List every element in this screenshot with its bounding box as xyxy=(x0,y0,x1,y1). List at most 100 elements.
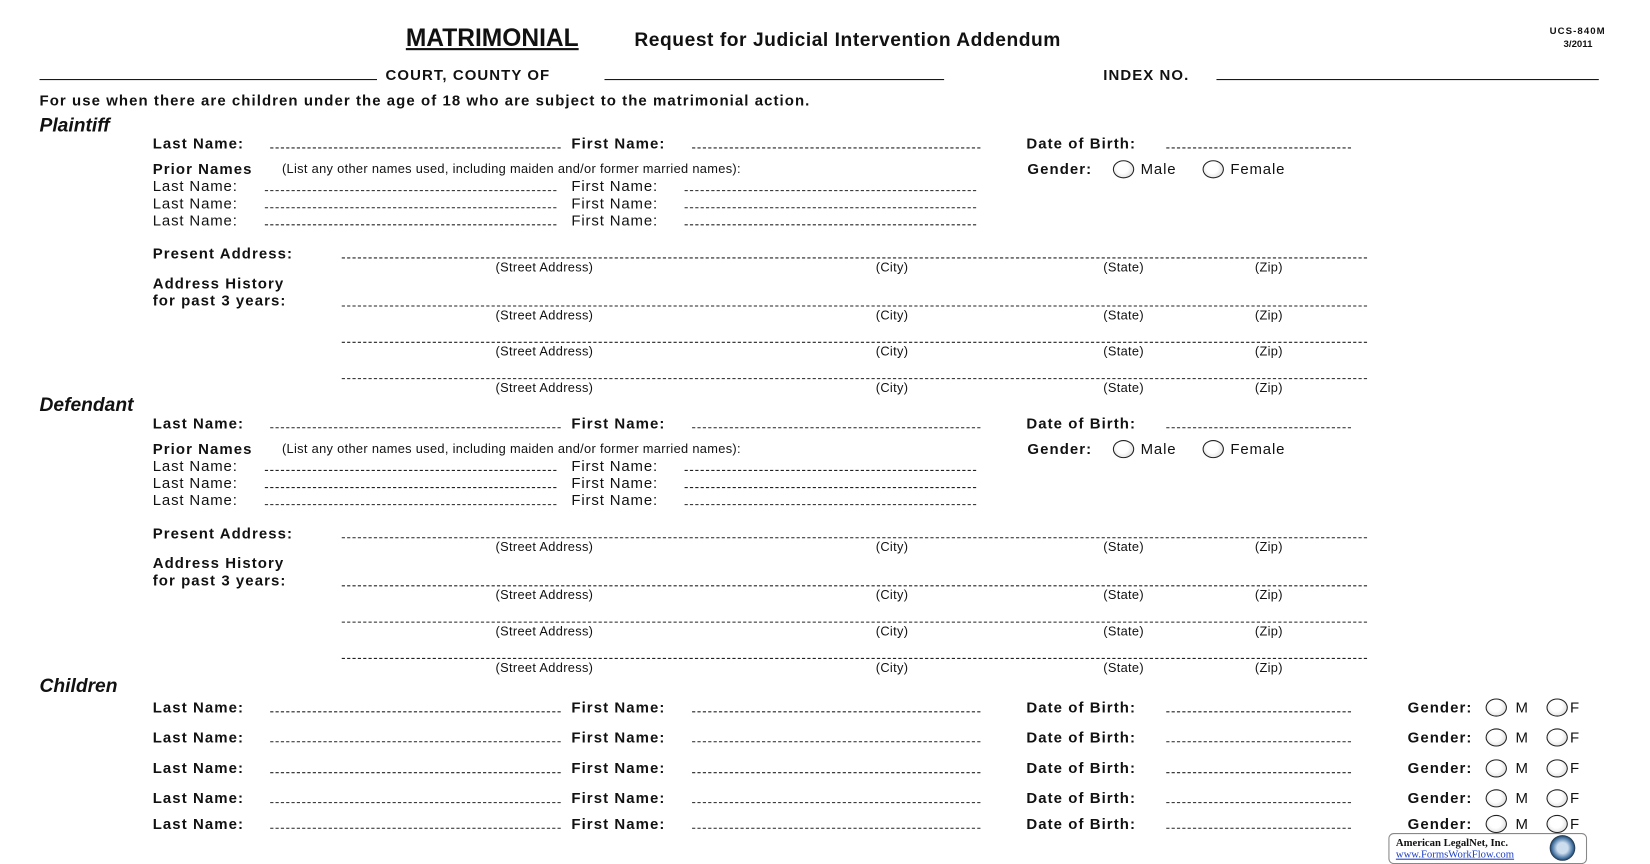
child-2-f-label: F xyxy=(1569,728,1580,746)
defendant-history-2-city-label: (City) xyxy=(875,623,909,639)
child-4-last-name-field[interactable] xyxy=(270,802,561,804)
defendant-first-name-field[interactable] xyxy=(692,427,981,429)
plaintiff-history-1-state-label: (State) xyxy=(1103,307,1144,323)
index-field[interactable] xyxy=(1216,79,1599,81)
child-3-f-radio[interactable] xyxy=(1546,759,1568,778)
defendant-history-3-street-label: (Street Address) xyxy=(495,660,594,675)
plaintiff-history-address-2-field[interactable] xyxy=(341,341,1368,343)
child-2-last-name-field[interactable] xyxy=(270,741,561,743)
plaintiff-history-address-1-field[interactable] xyxy=(341,305,1368,307)
plaintiff-last-name-field[interactable] xyxy=(270,147,561,149)
child-2-f-radio[interactable] xyxy=(1546,728,1568,747)
logo-url[interactable]: www.FormsWorkFlow.com xyxy=(1395,849,1515,861)
plaintiff-prior-1-first-name-field[interactable] xyxy=(684,190,977,192)
title-rest: Request for Judicial Intervention Addend… xyxy=(634,28,1061,51)
plaintiff-history-2-city-label: (City) xyxy=(875,343,909,359)
child-3-first-name-label: First Name: xyxy=(571,759,666,777)
child-5-m-label: M xyxy=(1515,814,1529,832)
child-5-last-name-label: Last Name: xyxy=(152,814,245,832)
plaintiff-prior-2-first-name-label: First Name: xyxy=(571,194,659,212)
defendant-dob-label: Date of Birth: xyxy=(1026,414,1137,432)
logo-name: American LegalNet, Inc. xyxy=(1395,837,1508,850)
plaintiff-prior-3-last-name-field[interactable] xyxy=(264,224,557,226)
child-4-dob-field[interactable] xyxy=(1166,802,1352,804)
plaintiff-male-label: Male xyxy=(1140,160,1177,178)
defendant-address-history-label-2: for past 3 years: xyxy=(152,571,287,589)
child-4-f-radio[interactable] xyxy=(1546,789,1568,808)
defendant-history-address-1-field[interactable] xyxy=(341,585,1368,587)
defendant-last-name-field[interactable] xyxy=(270,427,561,429)
child-2-dob-field[interactable] xyxy=(1166,741,1352,743)
defendant-prior-2-first-name-field[interactable] xyxy=(684,487,977,489)
child-3-last-name-label: Last Name: xyxy=(152,759,245,777)
child-1-m-radio[interactable] xyxy=(1485,698,1507,717)
defendant-prior-3-last-name-field[interactable] xyxy=(264,504,557,506)
plaintiff-prior-1-last-name-field[interactable] xyxy=(264,190,557,192)
plaintiff-female-radio[interactable] xyxy=(1202,160,1224,179)
defendant-female-radio[interactable] xyxy=(1202,440,1224,459)
child-3-last-name-field[interactable] xyxy=(270,772,561,774)
child-3-first-name-field[interactable] xyxy=(692,772,981,774)
plaintiff-prior-names-label: Prior Names xyxy=(152,160,253,178)
plaintiff-prior-2-first-name-field[interactable] xyxy=(684,207,977,209)
plaintiff-present-address-field[interactable] xyxy=(341,257,1368,259)
court-field[interactable] xyxy=(39,79,378,81)
plaintiff-prior-2-last-name-field[interactable] xyxy=(264,207,557,209)
plaintiff-prior-3-first-name-field[interactable] xyxy=(684,224,977,226)
defendant-history-2-state-label: (State) xyxy=(1103,623,1144,639)
defendant-dob-field[interactable] xyxy=(1166,427,1352,429)
county-field[interactable] xyxy=(604,79,945,81)
defendant-prior-1-first-name-field[interactable] xyxy=(684,469,977,471)
plaintiff-history-3-street-label: (Street Address) xyxy=(495,380,594,396)
child-1-f-radio[interactable] xyxy=(1546,698,1568,717)
plaintiff-dob-field[interactable] xyxy=(1166,147,1352,149)
plaintiff-male-radio[interactable] xyxy=(1112,160,1135,179)
child-4-first-name-field[interactable] xyxy=(692,802,981,804)
plaintiff-history-address-3-field[interactable] xyxy=(341,378,1368,380)
child-5-first-name-label: First Name: xyxy=(571,814,666,832)
child-3-m-label: M xyxy=(1515,759,1529,777)
defendant-gender-label: Gender: xyxy=(1027,440,1093,458)
child-2-first-name-label: First Name: xyxy=(571,728,666,746)
defendant-male-radio[interactable] xyxy=(1112,440,1135,459)
plaintiff-first-name-label: First Name: xyxy=(571,134,666,152)
child-5-dob-field[interactable] xyxy=(1166,827,1352,829)
defendant-history-1-city-label: (City) xyxy=(875,587,909,603)
defendant-history-2-street-label: (Street Address) xyxy=(495,623,594,639)
defendant-present-address-field[interactable] xyxy=(341,537,1368,539)
plaintiff-address-history-label-2: for past 3 years: xyxy=(152,291,287,309)
plaintiff-last-name-label: Last Name: xyxy=(152,134,245,152)
defendant-prior-3-first-name-label: First Name: xyxy=(571,491,659,509)
child-2-m-radio[interactable] xyxy=(1485,728,1507,747)
logo-badge[interactable]: American LegalNet, Inc. www.FormsWorkFlo… xyxy=(1388,833,1588,864)
child-2-first-name-field[interactable] xyxy=(692,741,981,743)
defendant-male-label: Male xyxy=(1140,440,1177,458)
child-3-dob-field[interactable] xyxy=(1166,772,1352,774)
child-5-m-radio[interactable] xyxy=(1485,814,1507,834)
child-5-first-name-field[interactable] xyxy=(692,827,981,829)
child-4-gender-label: Gender: xyxy=(1407,789,1473,807)
plaintiff-first-name-field[interactable] xyxy=(692,147,981,149)
child-4-m-radio[interactable] xyxy=(1485,789,1507,808)
child-4-last-name-label: Last Name: xyxy=(152,789,245,807)
child-5-f-radio[interactable] xyxy=(1546,814,1568,834)
defendant-history-1-state-label: (State) xyxy=(1103,587,1144,603)
child-1-dob-field[interactable] xyxy=(1166,711,1352,713)
child-3-m-radio[interactable] xyxy=(1485,759,1507,778)
plaintiff-present-zip-label: (Zip) xyxy=(1254,259,1283,275)
defendant-prior-2-last-name-label: Last Name: xyxy=(152,474,238,492)
defendant-history-address-3-field[interactable] xyxy=(341,657,1368,659)
child-1-last-name-field[interactable] xyxy=(270,711,561,713)
plaintiff-dob-label: Date of Birth: xyxy=(1026,134,1137,152)
child-5-gender-label: Gender: xyxy=(1407,814,1473,832)
child-5-last-name-field[interactable] xyxy=(270,827,561,829)
defendant-history-1-zip-label: (Zip) xyxy=(1254,587,1283,603)
defendant-prior-2-last-name-field[interactable] xyxy=(264,487,557,489)
defendant-prior-names-note: (List any other names used, including ma… xyxy=(281,441,741,457)
child-1-first-name-field[interactable] xyxy=(692,711,981,713)
defendant-history-address-2-field[interactable] xyxy=(341,621,1368,623)
defendant-history-3-city-label: (City) xyxy=(875,660,909,675)
defendant-last-name-label: Last Name: xyxy=(152,414,245,432)
defendant-prior-1-last-name-field[interactable] xyxy=(264,469,557,471)
defendant-prior-3-first-name-field[interactable] xyxy=(684,504,977,506)
